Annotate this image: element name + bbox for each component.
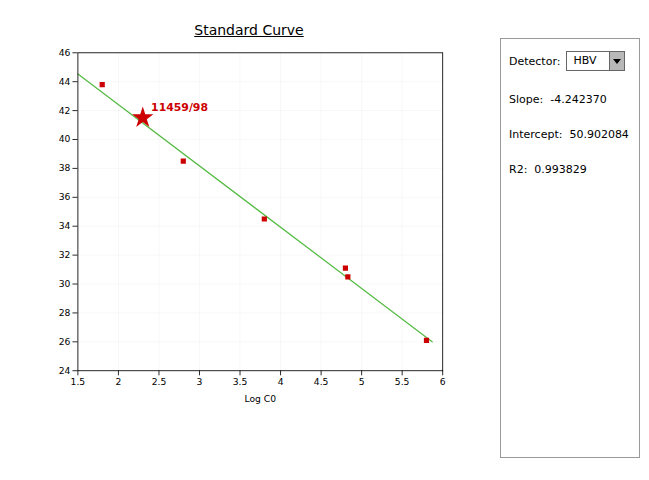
html-text:Standard Curve: Standard Curve <box>194 22 304 38</box>
svg-text:42: 42 <box>59 105 71 116</box>
svg-text:46: 46 <box>59 47 71 58</box>
svg-text:5.5: 5.5 <box>395 376 410 387</box>
svg-text:44: 44 <box>59 76 71 87</box>
html-text:HBV: HBV <box>573 54 597 67</box>
svg-text:3: 3 <box>197 376 203 387</box>
svg-text:40: 40 <box>59 133 71 144</box>
svg-text:34: 34 <box>59 220 71 231</box>
svg-text:5: 5 <box>359 376 365 387</box>
svg-text:Log C0: Log C0 <box>244 393 276 404</box>
svg-text:28: 28 <box>59 307 71 318</box>
svg-text:3.5: 3.5 <box>233 376 248 387</box>
svg-text:6: 6 <box>440 376 446 387</box>
html-text:Intercept: 50.902084: Intercept: 50.902084 <box>509 128 629 141</box>
svg-text:4.5: 4.5 <box>314 376 329 387</box>
svg-text:24: 24 <box>59 365 71 376</box>
svg-text:11459/98: 11459/98 <box>151 101 208 114</box>
html-text:Detector:: Detector: <box>509 54 561 68</box>
html-text:Slope: -4.242370: Slope: -4.242370 <box>509 93 607 106</box>
svg-text:38: 38 <box>59 162 71 173</box>
svg-text:4: 4 <box>278 376 284 387</box>
svg-text:2.5: 2.5 <box>152 376 167 387</box>
svg-text:30: 30 <box>59 278 71 289</box>
svg-text:36: 36 <box>59 191 71 202</box>
html-text:R2: 0.993829: R2: 0.993829 <box>509 163 587 176</box>
svg-text:26: 26 <box>59 336 71 347</box>
svg-text:1.5: 1.5 <box>71 376 86 387</box>
svg-text:32: 32 <box>59 249 71 260</box>
svg-text:2: 2 <box>115 376 121 387</box>
